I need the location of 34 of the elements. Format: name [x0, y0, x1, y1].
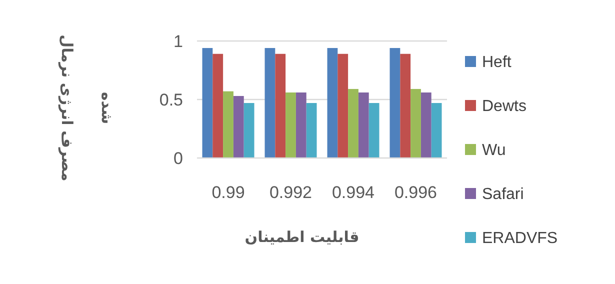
bar [368, 103, 380, 158]
bar [348, 88, 358, 158]
legend-label: Safari [482, 186, 524, 203]
y-tick-label: 0 [174, 149, 183, 168]
bar [223, 91, 234, 158]
bar [202, 48, 213, 158]
legend-label: Heft [482, 54, 512, 71]
bar [327, 48, 338, 158]
bar [410, 88, 421, 158]
legend-label: Dewts [482, 98, 526, 115]
bar [431, 103, 442, 158]
x-tick-label: 0.992 [269, 183, 312, 202]
bar [358, 92, 369, 158]
bar [296, 92, 306, 158]
bar [400, 54, 411, 158]
legend-label: Wu [482, 142, 506, 159]
y-tick-label: 1 [174, 32, 183, 51]
legend-label: ERADVFS [482, 230, 558, 247]
y-tick-label: 0.5 [159, 90, 183, 110]
x-tick-label: 0.996 [394, 183, 438, 202]
bar [420, 92, 432, 158]
bar [286, 92, 296, 158]
bar [275, 54, 286, 158]
bar [306, 103, 317, 158]
x-tick-label: 0.99 [212, 183, 245, 202]
bar [212, 54, 224, 158]
bar [338, 54, 348, 158]
text: مصرف انرژی نرمال شده [58, 34, 116, 182]
x-tick-label: 0.994 [332, 183, 375, 202]
bar [233, 96, 244, 158]
x-axis-title: قابلیت اطمینان [244, 228, 360, 246]
bar [390, 48, 400, 158]
bar [244, 103, 254, 158]
bar [264, 48, 276, 158]
